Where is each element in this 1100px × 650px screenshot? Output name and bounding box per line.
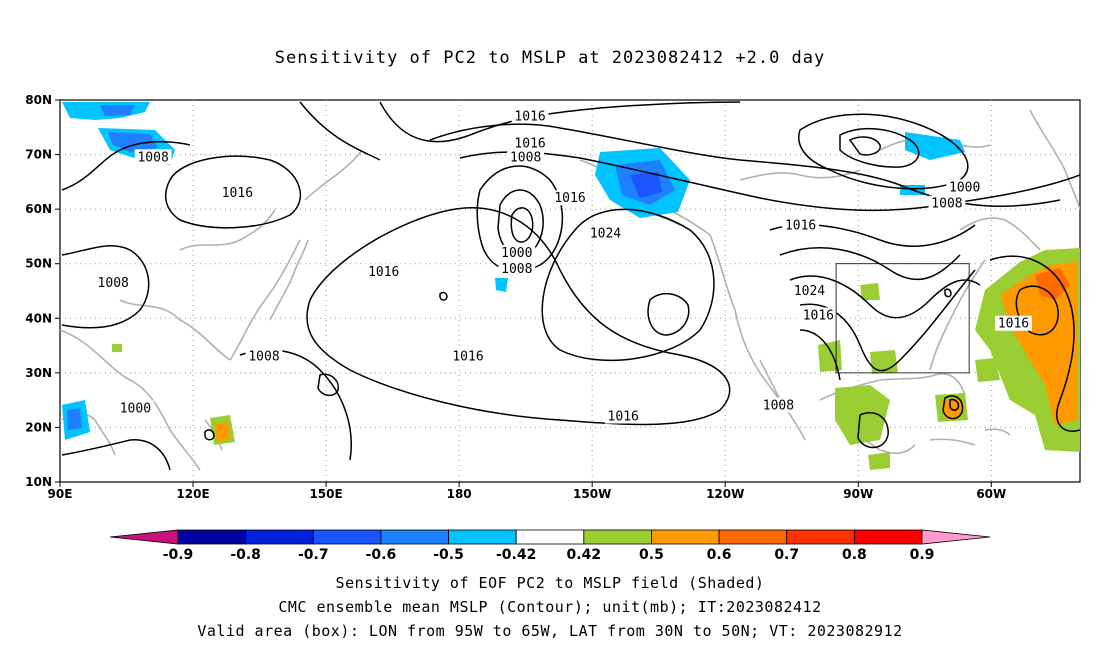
contour-label: 1016 xyxy=(554,191,585,206)
colorbar-label: -0.6 xyxy=(366,547,397,563)
lon-tick-label: 180 xyxy=(447,487,472,501)
latitude-ticks: 80N 70N 60N 50N 40N 30N 20N 10N xyxy=(25,93,60,489)
colorbar-label: -0.7 xyxy=(298,547,329,563)
contour-label: 1016 xyxy=(452,349,483,364)
lat-tick-label: 10N xyxy=(25,475,52,489)
colorbar-swatch xyxy=(177,529,247,545)
lat-tick-label: 80N xyxy=(25,93,52,107)
colorbar-swatch xyxy=(515,529,585,545)
lon-tick-label: 150E xyxy=(309,487,342,501)
map-title: Sensitivity of PC2 to MSLP at 2023082412… xyxy=(274,48,826,68)
colorbar-swatch xyxy=(651,529,720,545)
contour-label: 1008 xyxy=(98,276,129,291)
contour-label-bg xyxy=(498,261,536,277)
contour-label: 1000 xyxy=(120,401,151,416)
colorbar-swatch xyxy=(312,529,382,545)
contour-label-bg xyxy=(218,184,256,200)
contour-label: 1008 xyxy=(248,349,279,364)
contour-label-bg xyxy=(511,135,549,151)
colorbar-label: 0.42 xyxy=(567,547,602,563)
colorbar-label: 0.5 xyxy=(639,547,664,563)
contour-label-bg xyxy=(507,149,545,165)
lat-tick-label: 70N xyxy=(25,148,52,162)
contour-label: 1016 xyxy=(514,137,545,152)
contour-label-bg xyxy=(511,108,549,124)
colorbar-swatch xyxy=(853,529,923,545)
contour-label: 1016 xyxy=(514,109,545,124)
lon-tick-label: 60W xyxy=(976,487,1006,501)
colorbar: -0.9 -0.8 -0.7 -0.6 -0.5 -0.42 0.42 0.5 0.6 0.7 0.… xyxy=(109,529,991,563)
colorbar-label: -0.5 xyxy=(433,547,464,563)
contour-label: 1016 xyxy=(785,219,816,234)
lon-tick-label: 120E xyxy=(176,487,209,501)
contour-label-bg xyxy=(365,263,403,279)
contour-label: 1016 xyxy=(222,186,253,201)
lat-tick-label: 40N xyxy=(25,311,52,325)
contour-label-bg xyxy=(449,348,487,364)
longitude-ticks: 90E 120E 150E 180 150W 120W 90W 60W xyxy=(48,482,1006,501)
colorbar-label: -0.8 xyxy=(230,547,261,563)
lat-tick-label: 50N xyxy=(25,257,52,271)
colorbar-swatch xyxy=(786,529,855,545)
lat-tick-label: 30N xyxy=(25,366,52,380)
contour-label: 1016 xyxy=(608,410,639,425)
contour-label-bg xyxy=(245,348,283,364)
caption-line-1: Sensitivity of EOF PC2 to MSLP field (Sh… xyxy=(335,574,765,592)
mslp-contours xyxy=(61,101,1080,471)
valid-area-box xyxy=(835,263,970,374)
contour-label-bg xyxy=(498,244,536,260)
colorbar-swatch xyxy=(245,529,314,545)
colorbar-label: 0.6 xyxy=(707,547,732,563)
lon-tick-label: 150W xyxy=(573,487,611,501)
contour-label: 1008 xyxy=(763,399,794,414)
contour-label: 1008 xyxy=(510,150,541,165)
contour-label-bg xyxy=(604,408,642,424)
contour-label: 1008 xyxy=(137,150,168,165)
colorbar-label: 0.7 xyxy=(774,547,799,563)
colorbar-right-tip xyxy=(921,529,991,545)
contour-label: 1016 xyxy=(803,309,834,324)
colorbar-label: 0.8 xyxy=(842,547,867,563)
contour-label-bg xyxy=(782,217,820,233)
contour-label: 1008 xyxy=(931,197,962,212)
contour-label: 1024 xyxy=(590,227,621,242)
colorbar-swatch xyxy=(448,529,517,545)
lat-tick-label: 20N xyxy=(25,420,52,434)
contour-label-bg xyxy=(799,307,837,323)
contour-label-bg xyxy=(587,225,624,241)
colorbar-label: -0.42 xyxy=(496,547,536,563)
contour-label: 1016 xyxy=(998,317,1029,332)
contour-label-bg xyxy=(946,179,984,195)
lon-tick-label: 120W xyxy=(706,487,744,501)
contour-label-bg xyxy=(928,195,966,211)
contour-label-bg xyxy=(760,397,797,413)
colorbar-swatch xyxy=(380,529,449,545)
lon-tick-label: 90E xyxy=(48,487,73,501)
colorbar-swatch xyxy=(583,529,652,545)
contour-label: 1000 xyxy=(501,246,532,261)
colorbar-label: 0.9 xyxy=(910,547,935,563)
lon-tick-label: 90W xyxy=(843,487,873,501)
contour-label-bg xyxy=(995,315,1032,331)
caption-line-2: CMC ensemble mean MSLP (Contour); unit(m… xyxy=(278,598,822,616)
caption-line-3: Valid area (box): LON from 95W to 65W, L… xyxy=(197,622,903,640)
contour-label: 1016 xyxy=(368,265,399,280)
contour-label-bg xyxy=(94,274,132,290)
colorbar-left-tip xyxy=(109,529,179,545)
contour-label-bg xyxy=(551,190,589,206)
contour-label: 1000 xyxy=(949,180,980,195)
contour-label: 1008 xyxy=(501,262,532,277)
lat-tick-label: 60N xyxy=(25,202,52,216)
contour-label-bg xyxy=(791,283,828,298)
colorbar-label: -0.9 xyxy=(163,547,194,563)
contour-label-bg xyxy=(116,400,154,416)
contour-label-bg xyxy=(134,149,172,165)
colorbar-swatch xyxy=(718,529,788,545)
contour-label: 1024 xyxy=(794,284,825,299)
